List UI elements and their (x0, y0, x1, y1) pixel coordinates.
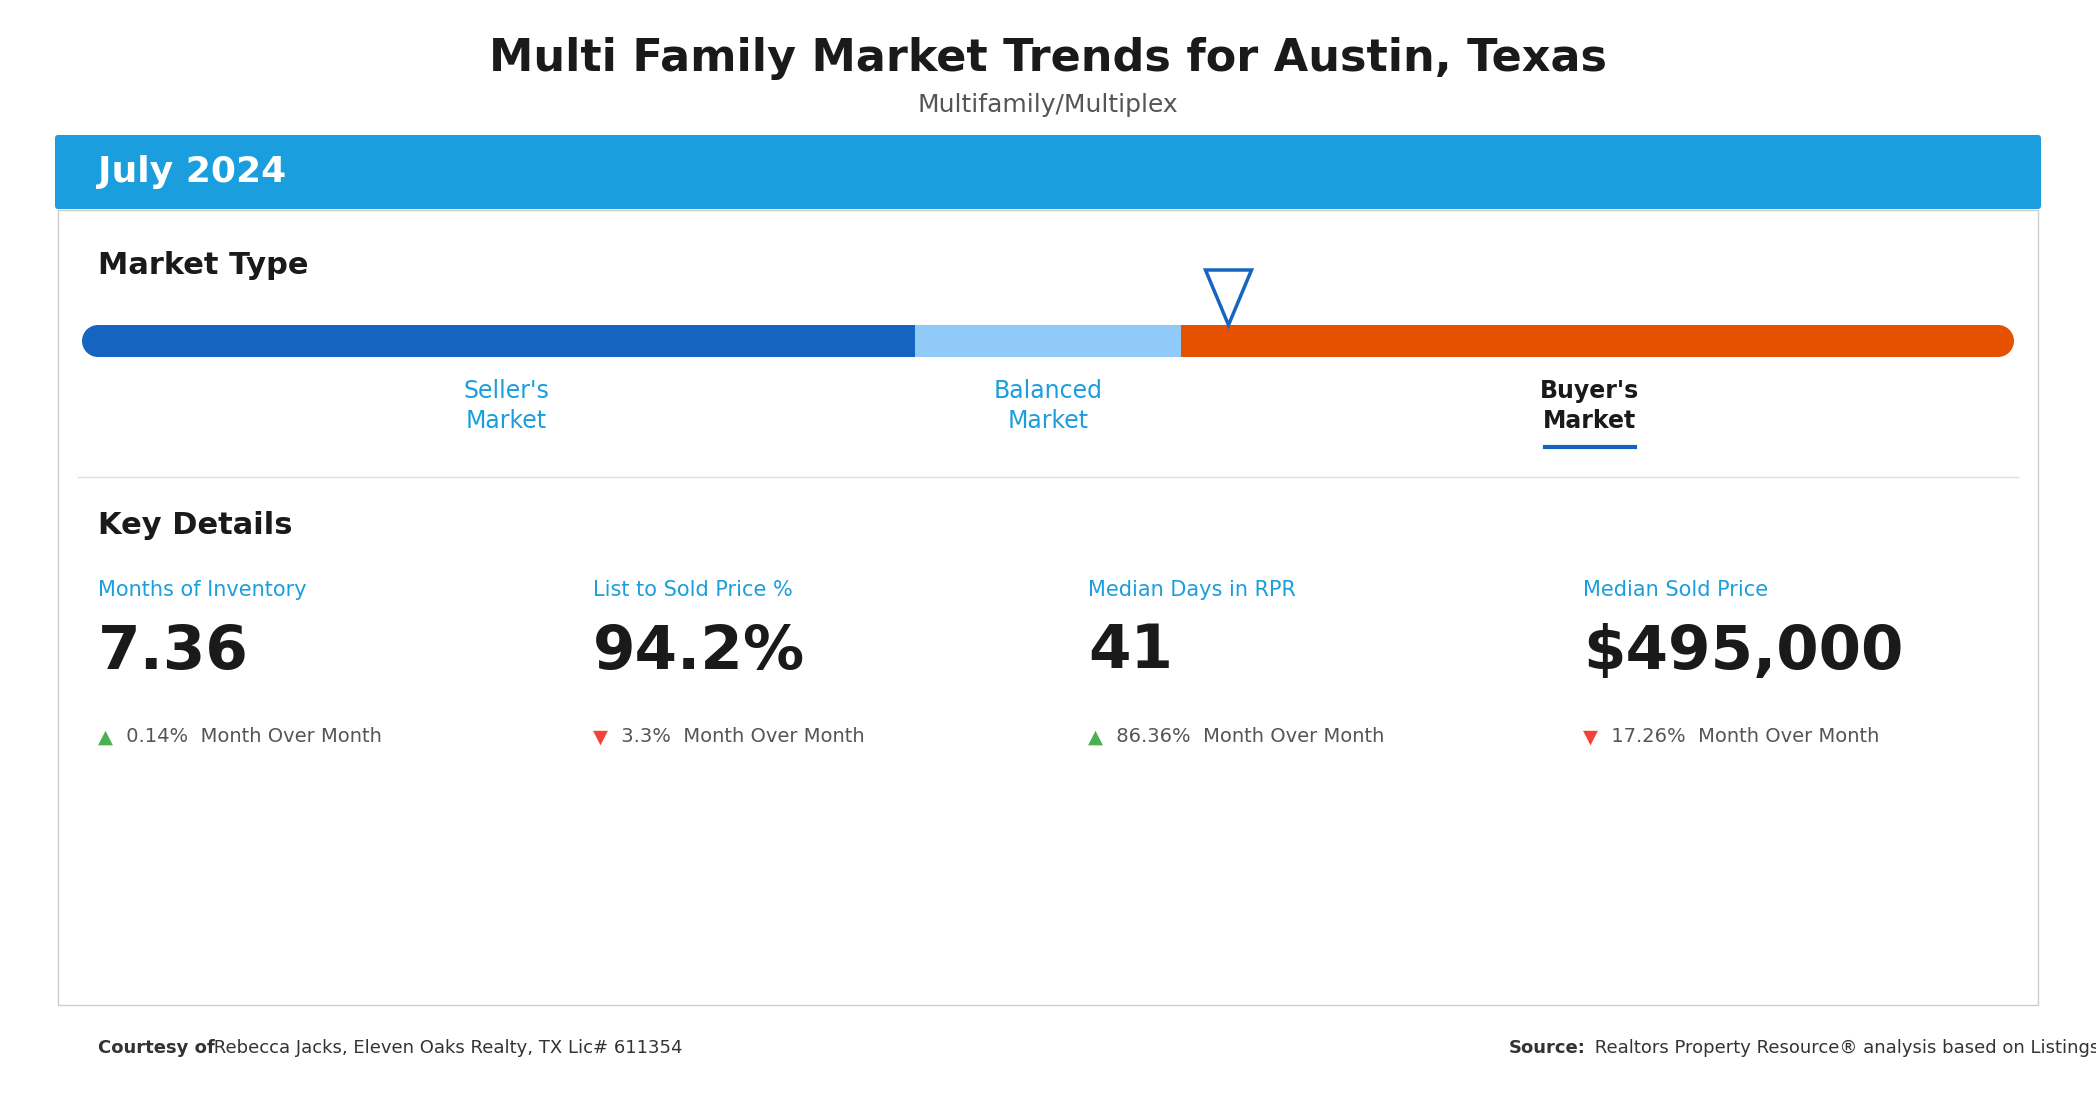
Text: Balanced: Balanced (994, 379, 1102, 403)
Text: Source:: Source: (1509, 1040, 1587, 1057)
Bar (99, 324, 916, 358)
Text: List to Sold Price %: List to Sold Price % (593, 580, 792, 600)
Text: 7.36: 7.36 (99, 623, 249, 682)
FancyBboxPatch shape (59, 210, 2037, 1005)
Text: Courtesy of: Courtesy of (99, 1040, 214, 1057)
Text: Median Sold Price: Median Sold Price (1582, 580, 1769, 600)
Text: Market Type: Market Type (99, 251, 308, 279)
Text: 17.26%  Month Over Month: 17.26% Month Over Month (1606, 727, 1880, 747)
FancyBboxPatch shape (54, 135, 2042, 209)
Text: ▼: ▼ (593, 727, 608, 747)
Text: Multi Family Market Trends for Austin, Texas: Multi Family Market Trends for Austin, T… (488, 36, 1608, 79)
Text: Key Details: Key Details (99, 510, 293, 539)
Text: ▲: ▲ (99, 727, 113, 747)
Text: $495,000: $495,000 (1582, 623, 1903, 682)
Polygon shape (1205, 270, 1251, 324)
Text: 0.14%  Month Over Month: 0.14% Month Over Month (119, 727, 381, 747)
Text: Seller's: Seller's (463, 379, 549, 403)
Text: Market: Market (465, 409, 547, 433)
Text: 3.3%  Month Over Month: 3.3% Month Over Month (614, 727, 866, 747)
Text: Months of Inventory: Months of Inventory (99, 580, 306, 600)
Text: July 2024: July 2024 (99, 155, 287, 189)
Text: Realtors Property Resource® analysis based on Listings: Realtors Property Resource® analysis bas… (1589, 1040, 2096, 1057)
Text: 41: 41 (1088, 623, 1174, 682)
Bar (1180, 324, 1997, 358)
Text: Market: Market (1008, 409, 1088, 433)
Text: ▲: ▲ (1088, 727, 1102, 747)
Text: Market: Market (1543, 409, 1637, 433)
Text: Median Days in RPR: Median Days in RPR (1088, 580, 1295, 600)
Text: Rebecca Jacks, Eleven Oaks Realty, TX Lic# 611354: Rebecca Jacks, Eleven Oaks Realty, TX Li… (208, 1040, 683, 1057)
Text: 86.36%  Month Over Month: 86.36% Month Over Month (1111, 727, 1383, 747)
Text: ▼: ▼ (1582, 727, 1597, 747)
Bar (916, 324, 1180, 358)
Wedge shape (1997, 324, 2014, 358)
Wedge shape (82, 324, 99, 358)
Text: Buyer's: Buyer's (1541, 379, 1639, 403)
Text: Multifamily/Multiplex: Multifamily/Multiplex (918, 94, 1178, 117)
Text: 94.2%: 94.2% (593, 623, 805, 682)
